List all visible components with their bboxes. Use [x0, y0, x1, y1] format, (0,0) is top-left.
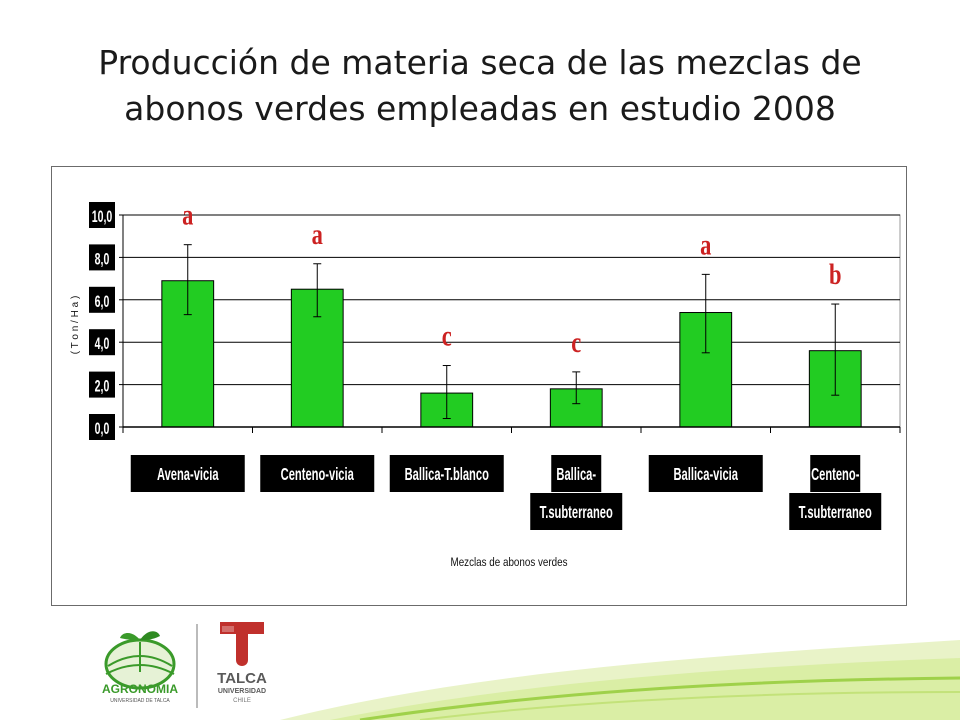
x-category-label-box	[530, 493, 623, 530]
significance-letter: a	[312, 217, 323, 251]
significance-letter: a	[182, 198, 193, 232]
x-category-label-box	[260, 455, 375, 492]
x-category-label: Avena-vicia	[157, 464, 219, 484]
x-category-label: Ballica-T.blanco	[405, 464, 489, 484]
x-category-label-box	[551, 455, 602, 492]
slide-title-line2: abonos verdes empleadas en estudio 2008	[124, 89, 836, 128]
x-category-label: T.subterraneo	[540, 502, 613, 522]
y-tick-label: 0,0	[95, 418, 110, 437]
y-tick-label-box	[89, 286, 115, 313]
y-tick-label-box	[89, 371, 115, 398]
bar-chart: aac cab Avena-vicia Centeno-vicia Ballica-T…	[70, 198, 901, 569]
footer-wave-decoration	[280, 640, 960, 720]
y-tick-label: 2,0	[95, 376, 110, 395]
talca-country: CHILE	[233, 698, 251, 704]
y-axis-label: ( T o n / H a )	[70, 296, 81, 355]
y-tick-label-box	[89, 244, 115, 271]
y-tick-label-box	[89, 329, 115, 356]
y-tick-label: 4,0	[95, 334, 110, 353]
agronomia-name: AGRONOMIA	[102, 682, 178, 696]
x-category-label: Ballica-	[556, 464, 596, 484]
significance-letter: c	[442, 318, 452, 352]
logo-divider	[196, 624, 198, 708]
agronomia-subtitle: UNIVERSIDAD DE TALCA	[110, 698, 170, 704]
x-category-label: Ballica-vicia	[674, 464, 739, 484]
talca-name: TALCA	[217, 670, 267, 687]
x-category-label-box	[789, 493, 882, 530]
x-category-label: Centeno-vicia	[281, 464, 355, 484]
y-tick-label: 8,0	[95, 249, 110, 268]
x-category-label-box	[389, 455, 504, 492]
y-tick-label: 10,0	[92, 206, 113, 225]
significance-letter: a	[700, 227, 711, 261]
talca-subtitle: UNIVERSIDAD	[217, 688, 267, 695]
significance-letter: c	[571, 325, 581, 359]
y-tick-label: 6,0	[95, 291, 110, 310]
y-tick-label-box	[89, 202, 115, 228]
x-category-label: T.subterraneo	[799, 502, 872, 522]
significance-letter: b	[829, 257, 842, 291]
slide-title-line1: Producción de materia seca de las mezcla…	[98, 43, 862, 82]
x-axis-label: Mezclas de abonos verdes	[450, 556, 567, 569]
x-category-label: Centeno-	[811, 464, 859, 484]
plot-area	[122, 214, 901, 428]
talca-logo: TALCA UNIVERSIDAD CHILE	[210, 620, 274, 712]
slide-title: Producción de materia seca de las mezcla…	[40, 40, 920, 132]
agronomia-logo: AGRONOMIA UNIVERSIDAD DE TALCA	[92, 622, 188, 712]
x-category-label-box	[810, 455, 861, 492]
x-category-label-box	[648, 455, 763, 492]
x-category-label-box	[130, 455, 245, 492]
y-tick-label-box	[89, 414, 115, 440]
